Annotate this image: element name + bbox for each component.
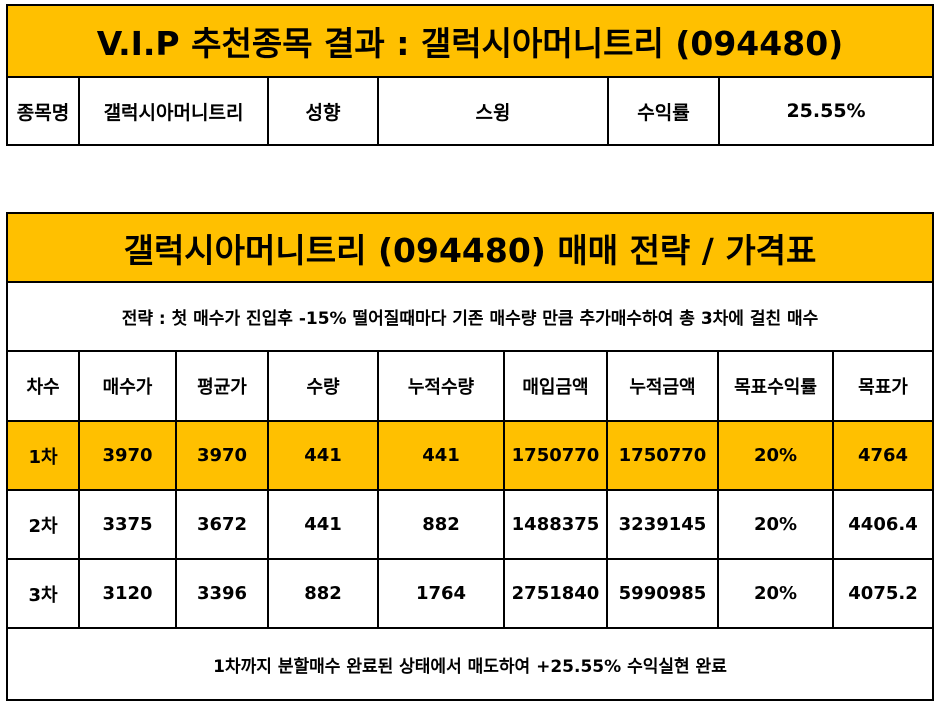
table-cell: 4075.2 <box>831 558 935 629</box>
header-cell: 누적수량 <box>377 350 505 422</box>
table-row: 1차 3970 3970 441 441 1750770 1750770 20%… <box>6 420 935 491</box>
table-cell: 5990985 <box>606 558 719 629</box>
result-section: V.I.P 추천종목 결과 : 갤럭시아머니트리 (094480) 종목명 갤럭… <box>5 4 935 146</box>
header-cell: 차수 <box>6 350 80 422</box>
table-cell: 3970 <box>78 420 177 491</box>
result-info-row: 종목명 갤럭시아머니트리 성향 스윙 수익률 25.55% <box>6 76 935 146</box>
stock-value: 갤럭시아머니트리 <box>78 76 269 146</box>
table-cell: 1750770 <box>606 420 719 491</box>
table-cell: 2차 <box>6 489 80 560</box>
header-cell: 목표수익률 <box>717 350 834 422</box>
table-cell: 4406.4 <box>831 489 935 560</box>
result-title: V.I.P 추천종목 결과 : 갤럭시아머니트리 (094480) <box>5 4 935 78</box>
table-cell: 20% <box>717 420 834 491</box>
table-cell: 20% <box>717 558 834 629</box>
strategy-table: 갤럭시아머니트리 (094480) 매매 전략 / 가격표 전략 : 첫 매수가… <box>5 212 935 701</box>
table-cell: 882 <box>267 558 379 629</box>
strategy-section: 갤럭시아머니트리 (094480) 매매 전략 / 가격표 전략 : 첫 매수가… <box>5 212 935 701</box>
header-cell: 누적금액 <box>606 350 719 422</box>
table-row: 3차 3120 3396 882 1764 2751840 5990985 20… <box>6 558 935 629</box>
table-cell: 1750770 <box>503 420 608 491</box>
table-cell: 20% <box>717 489 834 560</box>
table-cell: 1488375 <box>503 489 608 560</box>
table-cell: 441 <box>267 420 379 491</box>
table-cell: 3970 <box>175 420 269 491</box>
strategy-description: 전략 : 첫 매수가 진입후 -15% 떨어질때마다 기존 매수량 만큼 추가매… <box>5 281 935 352</box>
table-row: 2차 3375 3672 441 882 1488375 3239145 20%… <box>6 489 935 560</box>
style-label: 성향 <box>267 76 379 146</box>
table-cell: 3375 <box>78 489 177 560</box>
strategy-footer: 1차까지 분할매수 완료된 상태에서 매도하여 +25.55% 수익실현 완료 <box>5 627 935 701</box>
return-label: 수익률 <box>607 76 720 146</box>
style-value: 스윙 <box>377 76 609 146</box>
table-cell: 3239145 <box>606 489 719 560</box>
header-cell: 매입금액 <box>503 350 608 422</box>
stock-label: 종목명 <box>6 76 80 146</box>
table-cell: 4764 <box>831 420 935 491</box>
table-cell: 441 <box>377 420 505 491</box>
table-cell: 3120 <box>78 558 177 629</box>
table-cell: 3차 <box>6 558 80 629</box>
table-cell: 441 <box>267 489 379 560</box>
table-cell: 1764 <box>377 558 505 629</box>
header-cell: 수량 <box>267 350 379 422</box>
table-cell: 2751840 <box>503 558 608 629</box>
strategy-title: 갤럭시아머니트리 (094480) 매매 전략 / 가격표 <box>5 212 935 283</box>
header-cell: 평균가 <box>175 350 269 422</box>
table-cell: 1차 <box>6 420 80 491</box>
header-cell: 목표가 <box>831 350 935 422</box>
header-cell: 매수가 <box>78 350 177 422</box>
return-value: 25.55% <box>717 76 935 146</box>
table-cell: 3396 <box>175 558 269 629</box>
table-cell: 3672 <box>175 489 269 560</box>
table-cell: 882 <box>377 489 505 560</box>
table-header-row: 차수 매수가 평균가 수량 누적수량 매입금액 누적금액 목표수익률 목표가 <box>6 350 935 422</box>
result-table: V.I.P 추천종목 결과 : 갤럭시아머니트리 (094480) 종목명 갤럭… <box>5 4 935 146</box>
